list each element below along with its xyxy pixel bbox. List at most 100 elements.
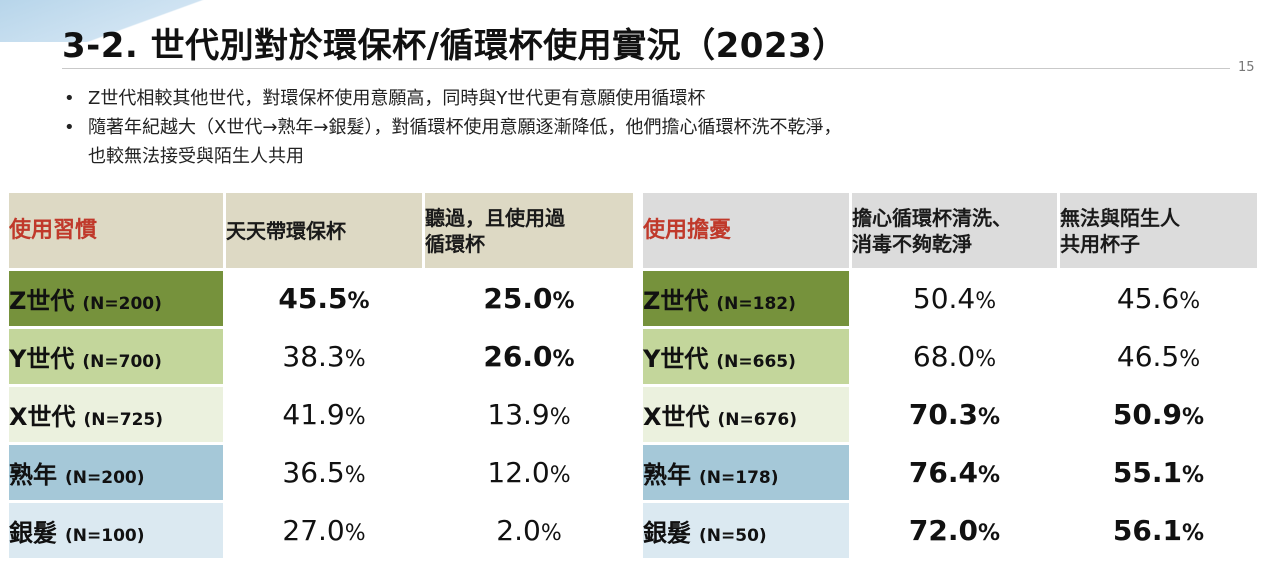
header-sharing-concern: 無法與陌生人 共用杯子	[1060, 193, 1257, 268]
corner-accent-shape	[0, 0, 250, 42]
percent-sign: %	[1179, 289, 1201, 314]
percent-sign: %	[344, 405, 366, 430]
generation-name: Y世代	[9, 345, 75, 373]
percent-sign: %	[344, 347, 366, 372]
value-cell: 27.0%	[226, 503, 422, 558]
generation-label: Y世代 (N=700)	[9, 329, 223, 384]
header-line: 擔心循環杯清洗、	[852, 205, 1012, 230]
sample-size: (N=182)	[716, 294, 796, 314]
bullet-dot: •	[64, 88, 75, 109]
value-cell: 50.9%	[1060, 387, 1257, 442]
value-cell: 50.4%	[852, 271, 1057, 326]
value-cell: 55.1%	[1060, 445, 1257, 500]
generation-name: 熟年	[643, 461, 691, 489]
sample-size: (N=200)	[65, 468, 145, 488]
generation-name: 熟年	[9, 461, 57, 489]
value-number: 76.4	[908, 456, 979, 489]
slide-title: 3-2. 世代別對於環保杯/循環杯使用實況（2023）	[62, 26, 847, 66]
generation-name: X世代	[643, 403, 710, 431]
value-number: 68.0	[912, 340, 976, 373]
table-row: X世代 (N=676) 70.3% 50.9%	[643, 387, 1257, 442]
bullet-text: 隨著年紀越大（X世代→熟年→銀髮），對循環杯使用意願逐漸降低，他們擔心循環杯洗不…	[88, 117, 842, 138]
value-cell: 25.0%	[425, 271, 633, 326]
percent-sign: %	[1182, 463, 1205, 488]
value-cell: 12.0%	[425, 445, 633, 500]
value-number: 55.1	[1112, 456, 1183, 489]
generation-name: X世代	[9, 403, 76, 431]
percent-sign: %	[975, 347, 997, 372]
value-number: 70.3	[908, 398, 979, 431]
value-cell: 70.3%	[852, 387, 1057, 442]
sample-size: (N=178)	[699, 468, 779, 488]
percent-sign: %	[540, 521, 562, 546]
percent-sign: %	[552, 347, 575, 372]
percent-sign: %	[1182, 521, 1205, 546]
percent-sign: %	[1179, 347, 1201, 372]
header-line: 共用杯子	[1060, 231, 1140, 256]
table-row: 銀髮 (N=50) 72.0% 56.1%	[643, 503, 1257, 558]
header-cleaning-concern: 擔心循環杯清洗、 消毒不夠乾淨	[852, 193, 1057, 268]
table-row: X世代 (N=725) 41.9% 13.9%	[9, 387, 633, 442]
generation-name: Z世代	[643, 287, 709, 315]
value-cell: 68.0%	[852, 329, 1057, 384]
value-number: 25.0	[483, 282, 553, 315]
sample-size: (N=725)	[83, 410, 164, 430]
value-cell: 45.5%	[226, 271, 422, 326]
percent-sign: %	[1182, 405, 1205, 430]
generation-label: 銀髮 (N=100)	[9, 503, 223, 558]
bullet-item-1: • Z世代相較其他世代，對環保杯使用意願高，同時與Y世代更有意願使用循環杯	[62, 84, 842, 113]
value-number: 12.0	[487, 456, 550, 489]
value-number: 2.0	[496, 514, 541, 547]
sample-size: (N=676)	[717, 410, 798, 430]
percent-sign: %	[975, 289, 997, 314]
generation-label: X世代 (N=676)	[643, 387, 849, 442]
generation-label: X世代 (N=725)	[9, 387, 223, 442]
percent-sign: %	[344, 463, 366, 488]
generation-label: 銀髮 (N=50)	[643, 503, 849, 558]
header-line: 消毒不夠乾淨	[852, 231, 972, 256]
value-number: 50.4	[912, 282, 976, 315]
value-number: 56.1	[1112, 514, 1183, 547]
generation-label: 熟年 (N=178)	[643, 445, 849, 500]
header-line: 無法與陌生人	[1060, 205, 1180, 230]
percent-sign: %	[549, 405, 571, 430]
bullet-list: • Z世代相較其他世代，對環保杯使用意願高，同時與Y世代更有意願使用循環杯 • …	[62, 84, 842, 171]
table-header-row: 使用習慣 天天帶環保杯 聽過，且使用過 循環杯	[9, 193, 633, 268]
value-number: 27.0	[282, 514, 345, 547]
table-row: 銀髮 (N=100) 27.0% 2.0%	[9, 503, 633, 558]
bullet-dot: •	[64, 117, 75, 138]
header-line: 聽過，且使用過	[425, 205, 565, 230]
percent-sign: %	[978, 463, 1001, 488]
generation-label: Y世代 (N=665)	[643, 329, 849, 384]
sample-size: (N=700)	[82, 352, 162, 372]
value-cell: 26.0%	[425, 329, 633, 384]
generation-name: Z世代	[9, 287, 75, 315]
header-usage-habits: 使用習慣	[9, 193, 223, 268]
percent-sign: %	[347, 289, 370, 314]
value-cell: 45.6%	[1060, 271, 1257, 326]
generation-name: 銀髮	[9, 519, 57, 547]
value-number: 50.9	[1112, 398, 1183, 431]
table-row: Z世代 (N=182) 50.4% 45.6%	[643, 271, 1257, 326]
value-cell: 13.9%	[425, 387, 633, 442]
sample-size: (N=50)	[699, 526, 767, 546]
percent-sign: %	[978, 521, 1001, 546]
generation-name: Y世代	[643, 345, 709, 373]
value-cell: 2.0%	[425, 503, 633, 558]
percent-sign: %	[549, 463, 571, 488]
value-cell: 36.5%	[226, 445, 422, 500]
value-number: 72.0	[908, 514, 979, 547]
sample-size: (N=200)	[82, 294, 162, 314]
header-line: 循環杯	[425, 231, 485, 256]
sample-size: (N=665)	[716, 352, 796, 372]
percent-sign: %	[552, 289, 575, 314]
value-cell: 41.9%	[226, 387, 422, 442]
table-row: 熟年 (N=178) 76.4% 55.1%	[643, 445, 1257, 500]
page-number: 15	[1238, 60, 1255, 75]
value-number: 45.6	[1116, 282, 1180, 315]
value-number: 41.9	[282, 398, 345, 431]
bullet-text-continued: 也較無法接受與陌生人共用	[88, 146, 304, 167]
header-used-circular-cup: 聽過，且使用過 循環杯	[425, 193, 633, 268]
value-cell: 72.0%	[852, 503, 1057, 558]
percent-sign: %	[978, 405, 1001, 430]
